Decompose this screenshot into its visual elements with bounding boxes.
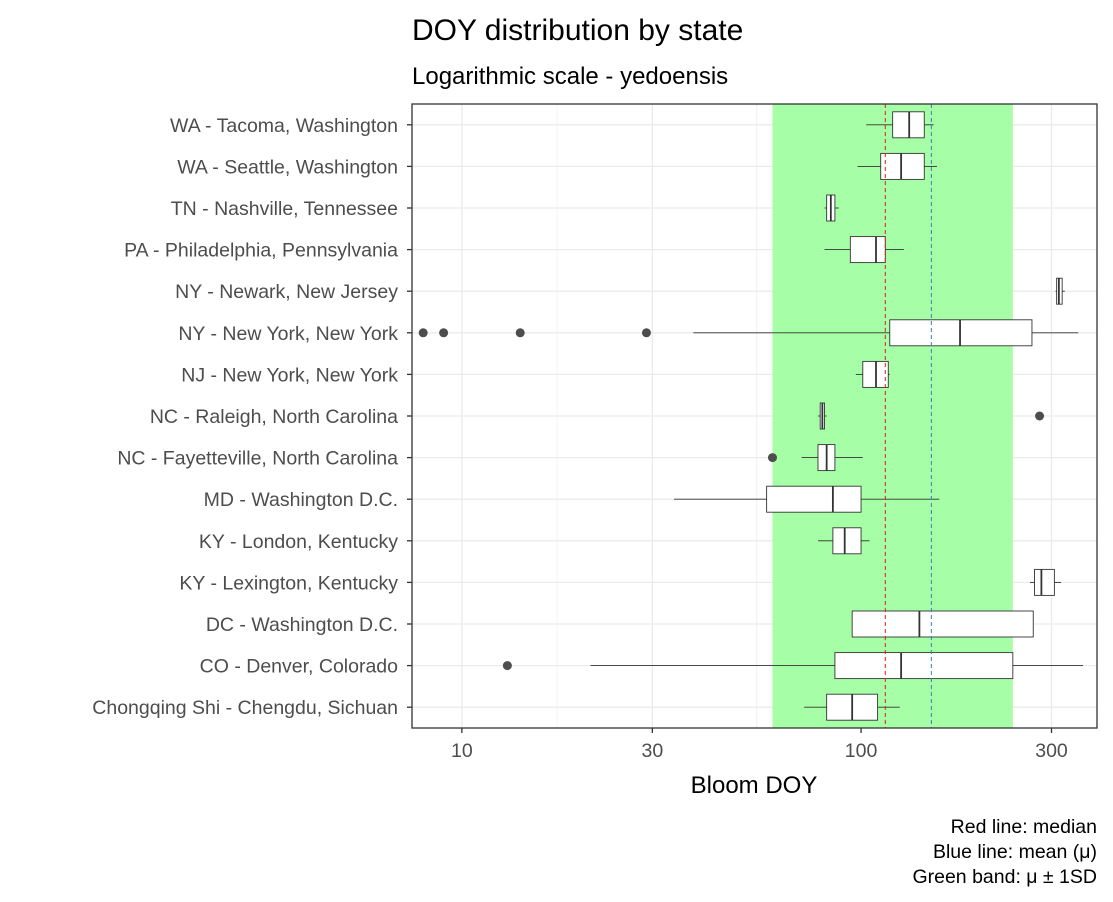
box — [766, 485, 862, 513]
y-tick-label: NJ - New York, New York — [181, 364, 398, 386]
x-tick-label: 100 — [845, 740, 878, 762]
y-tick-label: TN - Nashville, Tennessee — [171, 198, 398, 220]
box-group — [824, 236, 904, 264]
caption-median: Red line: median — [951, 816, 1097, 838]
box-group — [855, 360, 890, 388]
box-group — [502, 652, 1084, 680]
y-tick-label: WA - Tacoma, Washington — [170, 115, 398, 137]
chart-subtitle: Logarithmic scale - yedoensis — [412, 63, 728, 90]
y-tick-label: DC - Washington D.C. — [206, 614, 398, 636]
box — [851, 610, 1034, 638]
plot-area: WA - Tacoma, Washington WA - Seattle, Was… — [92, 103, 1098, 762]
box-group — [767, 444, 863, 472]
box-group — [824, 194, 839, 222]
y-tick-label: KY - London, Kentucky — [199, 531, 398, 553]
y-tick-label: MD - Washington D.C. — [204, 489, 398, 511]
y-tick-label: NY - Newark, New Jersey — [175, 281, 398, 303]
caption-mean: Blue line: mean (μ) — [933, 841, 1097, 863]
y-tick-label: NC - Fayetteville, North Carolina — [117, 448, 398, 470]
x-tick-label: 300 — [1035, 740, 1068, 762]
box-group — [1030, 568, 1062, 596]
box — [832, 527, 862, 555]
box-group — [866, 111, 934, 139]
box-group — [851, 610, 1034, 638]
chart-title: DOY distribution by state — [412, 14, 743, 47]
box — [880, 152, 925, 180]
x-tick-label: 30 — [641, 740, 663, 762]
box-group — [857, 152, 938, 180]
outlier-point — [641, 328, 651, 338]
y-tick-label: CO - Denver, Colorado — [200, 656, 398, 678]
outlier-point — [418, 328, 428, 338]
caption-band: Green band: μ ± 1SD — [912, 866, 1097, 888]
x-axis-title: Bloom DOY — [691, 772, 818, 799]
box-group — [674, 485, 940, 513]
y-tick-label: Chongqing Shi - Chengdu, Sichuan — [92, 697, 398, 719]
outlier-point — [502, 661, 512, 671]
y-tick-label: NY - New York, New York — [178, 323, 398, 345]
box — [1034, 568, 1055, 596]
y-tick-label: NC - Raleigh, North Carolina — [150, 406, 398, 428]
box-group — [804, 693, 900, 721]
box — [834, 652, 1014, 680]
box-group — [1055, 277, 1065, 305]
y-tick-label: KY - Lexington, Kentucky — [179, 572, 398, 594]
box-group — [418, 319, 1079, 347]
box-group — [817, 527, 870, 555]
box-group — [817, 402, 1045, 430]
outlier-point — [767, 453, 777, 463]
x-tick-label: 10 — [451, 740, 473, 762]
outlier-point — [439, 328, 449, 338]
y-tick-label: PA - Philadelphia, Pennsylvania — [124, 240, 398, 262]
outlier-point — [1035, 411, 1045, 421]
outlier-point — [515, 328, 525, 338]
y-tick-label: WA - Seattle, Washington — [177, 156, 398, 178]
box — [849, 236, 886, 264]
